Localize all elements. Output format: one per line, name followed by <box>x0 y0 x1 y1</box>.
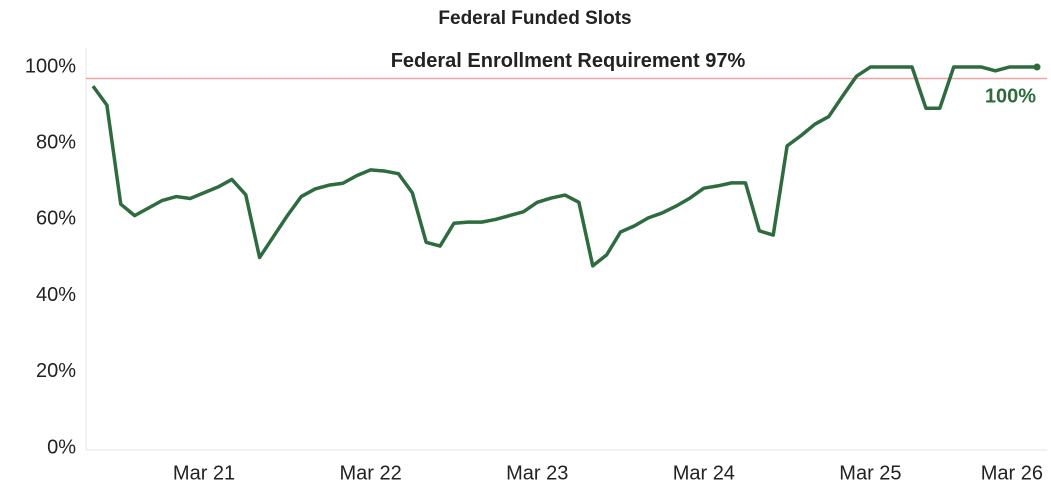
end-point <box>1033 63 1041 71</box>
x-tick-label: Mar 22 <box>340 462 402 484</box>
x-tick-label: Mar 24 <box>673 462 735 484</box>
x-tick-label: Mar 23 <box>506 462 568 484</box>
series-line <box>91 65 1037 268</box>
reference-label: Federal Enrollment Requirement 97% <box>391 50 746 72</box>
value-label: 100% <box>985 85 1036 107</box>
y-tick-label: 0% <box>47 436 76 458</box>
x-tick-label: Mar 25 <box>839 462 901 484</box>
x-tick-label: Mar 26 <box>981 462 1043 484</box>
chart-title: Federal Funded Slots <box>438 8 631 29</box>
x-tick-label: Mar 21 <box>173 462 235 484</box>
y-tick-label: 40% <box>36 284 76 306</box>
y-tick-label: 80% <box>36 132 76 154</box>
y-tick-label: 60% <box>36 208 76 230</box>
y-tick-label: 20% <box>36 360 76 382</box>
y-tick-label: 100% <box>25 55 76 77</box>
